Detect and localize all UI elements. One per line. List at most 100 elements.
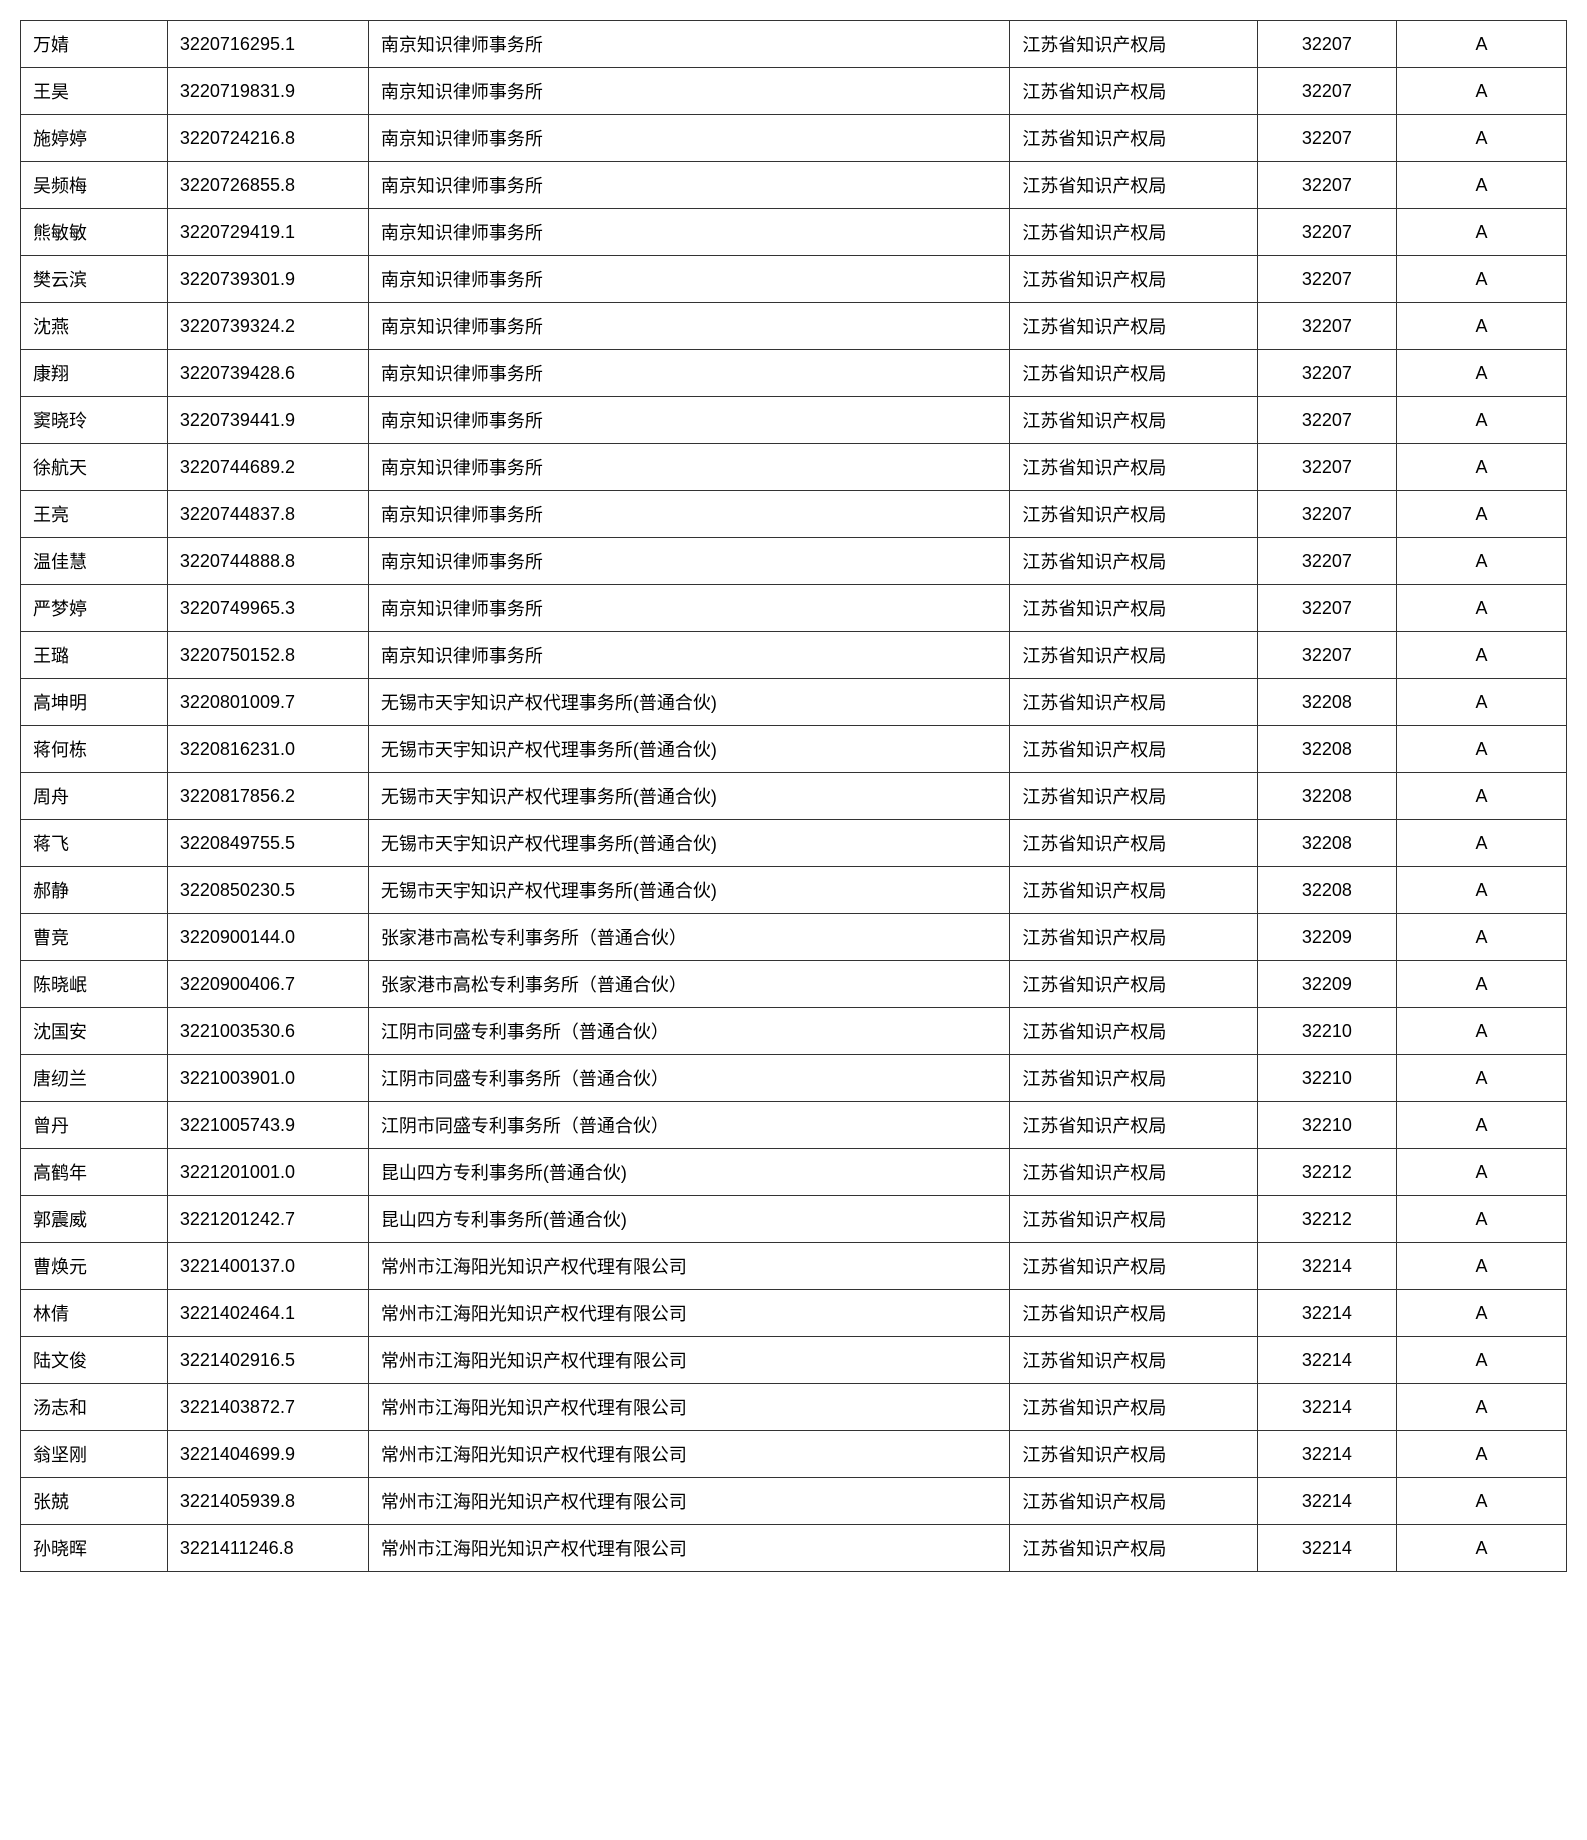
cell-id: 3221005743.9 [167, 1102, 368, 1149]
cell-code: 32208 [1257, 679, 1396, 726]
cell-firm: 张家港市高松专利事务所（普通合伙） [368, 914, 1010, 961]
cell-name: 王亮 [21, 491, 168, 538]
cell-authority: 江苏省知识产权局 [1010, 1102, 1257, 1149]
table-row: 樊云滨3220739301.9南京知识律师事务所江苏省知识产权局32207A [21, 256, 1567, 303]
cell-authority: 江苏省知识产权局 [1010, 914, 1257, 961]
cell-authority: 江苏省知识产权局 [1010, 773, 1257, 820]
cell-name: 张兢 [21, 1478, 168, 1525]
cell-name: 周舟 [21, 773, 168, 820]
cell-grade: A [1396, 914, 1566, 961]
cell-code: 32214 [1257, 1478, 1396, 1525]
cell-authority: 江苏省知识产权局 [1010, 1525, 1257, 1572]
cell-authority: 江苏省知识产权局 [1010, 585, 1257, 632]
cell-grade: A [1396, 1149, 1566, 1196]
cell-name: 严梦婷 [21, 585, 168, 632]
cell-id: 3220739428.6 [167, 350, 368, 397]
cell-name: 唐纫兰 [21, 1055, 168, 1102]
cell-code: 32207 [1257, 538, 1396, 585]
cell-authority: 江苏省知识产权局 [1010, 867, 1257, 914]
table-row: 汤志和3221403872.7常州市江海阳光知识产权代理有限公司江苏省知识产权局… [21, 1384, 1567, 1431]
cell-name: 郝静 [21, 867, 168, 914]
cell-id: 3221201001.0 [167, 1149, 368, 1196]
cell-id: 3221403872.7 [167, 1384, 368, 1431]
cell-authority: 江苏省知识产权局 [1010, 350, 1257, 397]
table-row: 窦晓玲3220739441.9南京知识律师事务所江苏省知识产权局32207A [21, 397, 1567, 444]
cell-authority: 江苏省知识产权局 [1010, 1008, 1257, 1055]
cell-firm: 南京知识律师事务所 [368, 209, 1010, 256]
table-row: 高坤明3220801009.7无锡市天宇知识产权代理事务所(普通合伙)江苏省知识… [21, 679, 1567, 726]
cell-code: 32207 [1257, 444, 1396, 491]
cell-code: 32212 [1257, 1196, 1396, 1243]
cell-name: 曾丹 [21, 1102, 168, 1149]
cell-authority: 江苏省知识产权局 [1010, 491, 1257, 538]
cell-grade: A [1396, 1525, 1566, 1572]
cell-code: 32208 [1257, 726, 1396, 773]
cell-authority: 江苏省知识产权局 [1010, 1478, 1257, 1525]
table-row: 徐航天3220744689.2南京知识律师事务所江苏省知识产权局32207A [21, 444, 1567, 491]
cell-id: 3220716295.1 [167, 21, 368, 68]
cell-code: 32214 [1257, 1243, 1396, 1290]
cell-id: 3220850230.5 [167, 867, 368, 914]
cell-name: 康翔 [21, 350, 168, 397]
cell-firm: 南京知识律师事务所 [368, 350, 1010, 397]
table-row: 周舟3220817856.2无锡市天宇知识产权代理事务所(普通合伙)江苏省知识产… [21, 773, 1567, 820]
cell-authority: 江苏省知识产权局 [1010, 538, 1257, 585]
table-row: 孙晓晖3221411246.8常州市江海阳光知识产权代理有限公司江苏省知识产权局… [21, 1525, 1567, 1572]
table-row: 康翔3220739428.6南京知识律师事务所江苏省知识产权局32207A [21, 350, 1567, 397]
cell-id: 3220849755.5 [167, 820, 368, 867]
cell-id: 3221411246.8 [167, 1525, 368, 1572]
cell-id: 3220739324.2 [167, 303, 368, 350]
cell-code: 32207 [1257, 303, 1396, 350]
cell-name: 陈晓岷 [21, 961, 168, 1008]
cell-grade: A [1396, 444, 1566, 491]
cell-grade: A [1396, 1431, 1566, 1478]
cell-name: 徐航天 [21, 444, 168, 491]
cell-grade: A [1396, 256, 1566, 303]
cell-grade: A [1396, 867, 1566, 914]
cell-grade: A [1396, 726, 1566, 773]
cell-authority: 江苏省知识产权局 [1010, 632, 1257, 679]
cell-grade: A [1396, 773, 1566, 820]
cell-name: 温佳慧 [21, 538, 168, 585]
cell-firm: 无锡市天宇知识产权代理事务所(普通合伙) [368, 820, 1010, 867]
cell-id: 3220816231.0 [167, 726, 368, 773]
cell-firm: 常州市江海阳光知识产权代理有限公司 [368, 1337, 1010, 1384]
cell-grade: A [1396, 679, 1566, 726]
table-row: 沈国安3221003530.6江阴市同盛专利事务所（普通合伙）江苏省知识产权局3… [21, 1008, 1567, 1055]
cell-firm: 江阴市同盛专利事务所（普通合伙） [368, 1008, 1010, 1055]
cell-grade: A [1396, 1478, 1566, 1525]
cell-code: 32207 [1257, 256, 1396, 303]
cell-authority: 江苏省知识产权局 [1010, 21, 1257, 68]
cell-firm: 南京知识律师事务所 [368, 21, 1010, 68]
cell-firm: 常州市江海阳光知识产权代理有限公司 [368, 1525, 1010, 1572]
cell-name: 曹焕元 [21, 1243, 168, 1290]
cell-grade: A [1396, 397, 1566, 444]
cell-id: 3220744837.8 [167, 491, 368, 538]
cell-authority: 江苏省知识产权局 [1010, 256, 1257, 303]
cell-authority: 江苏省知识产权局 [1010, 1337, 1257, 1384]
cell-code: 32212 [1257, 1149, 1396, 1196]
cell-code: 32207 [1257, 397, 1396, 444]
cell-authority: 江苏省知识产权局 [1010, 1196, 1257, 1243]
cell-authority: 江苏省知识产权局 [1010, 961, 1257, 1008]
cell-firm: 无锡市天宇知识产权代理事务所(普通合伙) [368, 726, 1010, 773]
cell-authority: 江苏省知识产权局 [1010, 1290, 1257, 1337]
cell-grade: A [1396, 632, 1566, 679]
cell-firm: 常州市江海阳光知识产权代理有限公司 [368, 1431, 1010, 1478]
cell-name: 郭震威 [21, 1196, 168, 1243]
cell-authority: 江苏省知识产权局 [1010, 1243, 1257, 1290]
table-row: 吴频梅3220726855.8南京知识律师事务所江苏省知识产权局32207A [21, 162, 1567, 209]
cell-id: 3220801009.7 [167, 679, 368, 726]
cell-code: 32214 [1257, 1525, 1396, 1572]
cell-name: 孙晓晖 [21, 1525, 168, 1572]
table-row: 曾丹3221005743.9江阴市同盛专利事务所（普通合伙）江苏省知识产权局32… [21, 1102, 1567, 1149]
table-row: 沈燕3220739324.2南京知识律师事务所江苏省知识产权局32207A [21, 303, 1567, 350]
cell-name: 窦晓玲 [21, 397, 168, 444]
cell-firm: 南京知识律师事务所 [368, 68, 1010, 115]
table-row: 张兢3221405939.8常州市江海阳光知识产权代理有限公司江苏省知识产权局3… [21, 1478, 1567, 1525]
cell-authority: 江苏省知识产权局 [1010, 209, 1257, 256]
cell-code: 32207 [1257, 68, 1396, 115]
cell-name: 沈燕 [21, 303, 168, 350]
cell-grade: A [1396, 1008, 1566, 1055]
table-row: 万婧3220716295.1南京知识律师事务所江苏省知识产权局32207A [21, 21, 1567, 68]
